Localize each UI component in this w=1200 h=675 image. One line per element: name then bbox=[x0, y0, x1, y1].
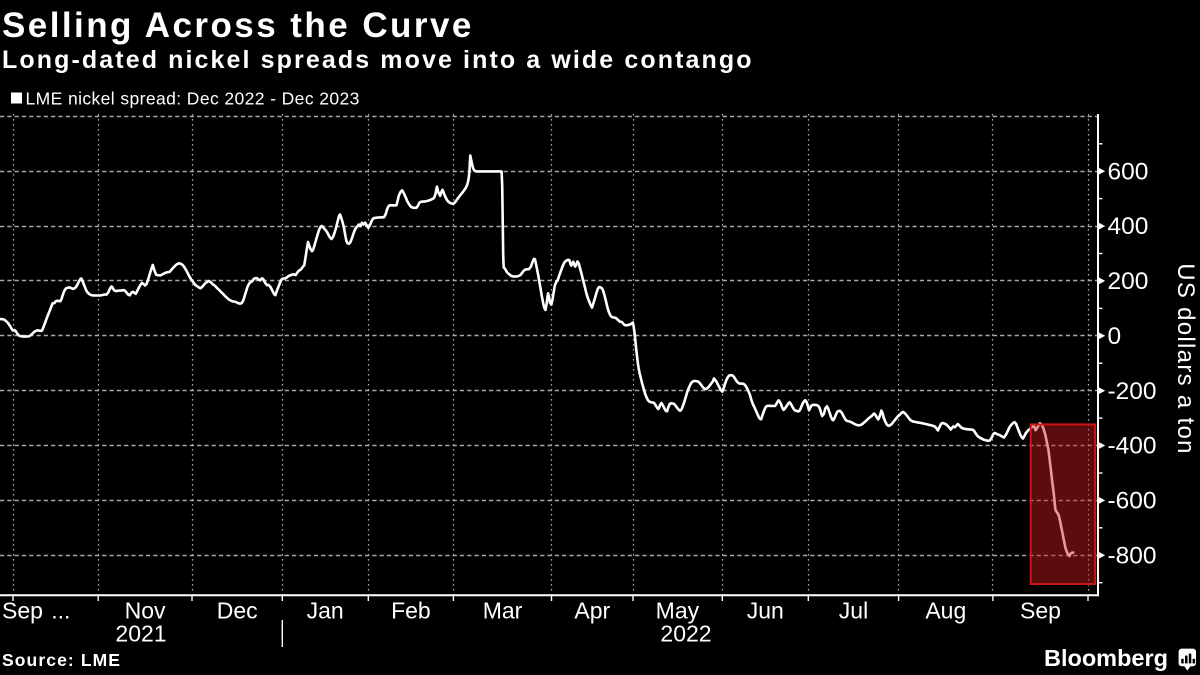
svg-text:Mar: Mar bbox=[483, 598, 523, 624]
svg-text:-200: -200 bbox=[1108, 378, 1157, 405]
svg-text:-600: -600 bbox=[1108, 488, 1157, 515]
svg-text:2021: 2021 bbox=[115, 621, 166, 647]
svg-text:200: 200 bbox=[1108, 268, 1149, 295]
svg-text:-400: -400 bbox=[1108, 433, 1157, 460]
svg-text:0: 0 bbox=[1108, 323, 1122, 350]
svg-text:Dec: Dec bbox=[217, 598, 258, 624]
svg-text:LME nickel spread: Dec 2022 -: LME nickel spread: Dec 2022 - Dec 2023 bbox=[26, 89, 360, 109]
svg-text:Jan: Jan bbox=[307, 598, 344, 624]
svg-text:Source: LME: Source: LME bbox=[2, 650, 121, 670]
svg-text:US dollars a ton: US dollars a ton bbox=[1172, 263, 1199, 455]
svg-text:600: 600 bbox=[1108, 158, 1149, 185]
svg-text:Aug: Aug bbox=[925, 598, 966, 624]
svg-text:-800: -800 bbox=[1108, 542, 1157, 569]
svg-text:Jul: Jul bbox=[839, 598, 868, 624]
svg-text:2022: 2022 bbox=[660, 621, 711, 647]
svg-text:Sep ...: Sep ... bbox=[2, 598, 70, 624]
svg-text:Long-dated nickel spreads move: Long-dated nickel spreads move into a wi… bbox=[2, 46, 754, 74]
svg-text:May: May bbox=[656, 598, 700, 624]
svg-text:Sep: Sep bbox=[1020, 598, 1061, 624]
svg-text:Jun: Jun bbox=[747, 598, 784, 624]
svg-text:Feb: Feb bbox=[391, 598, 431, 624]
svg-text:Bloomberg: Bloomberg bbox=[1044, 645, 1168, 671]
svg-text:Selling Across the Curve: Selling Across the Curve bbox=[2, 6, 474, 45]
svg-text:400: 400 bbox=[1108, 213, 1149, 240]
svg-text:Nov: Nov bbox=[125, 598, 166, 624]
svg-text:Apr: Apr bbox=[574, 598, 610, 624]
